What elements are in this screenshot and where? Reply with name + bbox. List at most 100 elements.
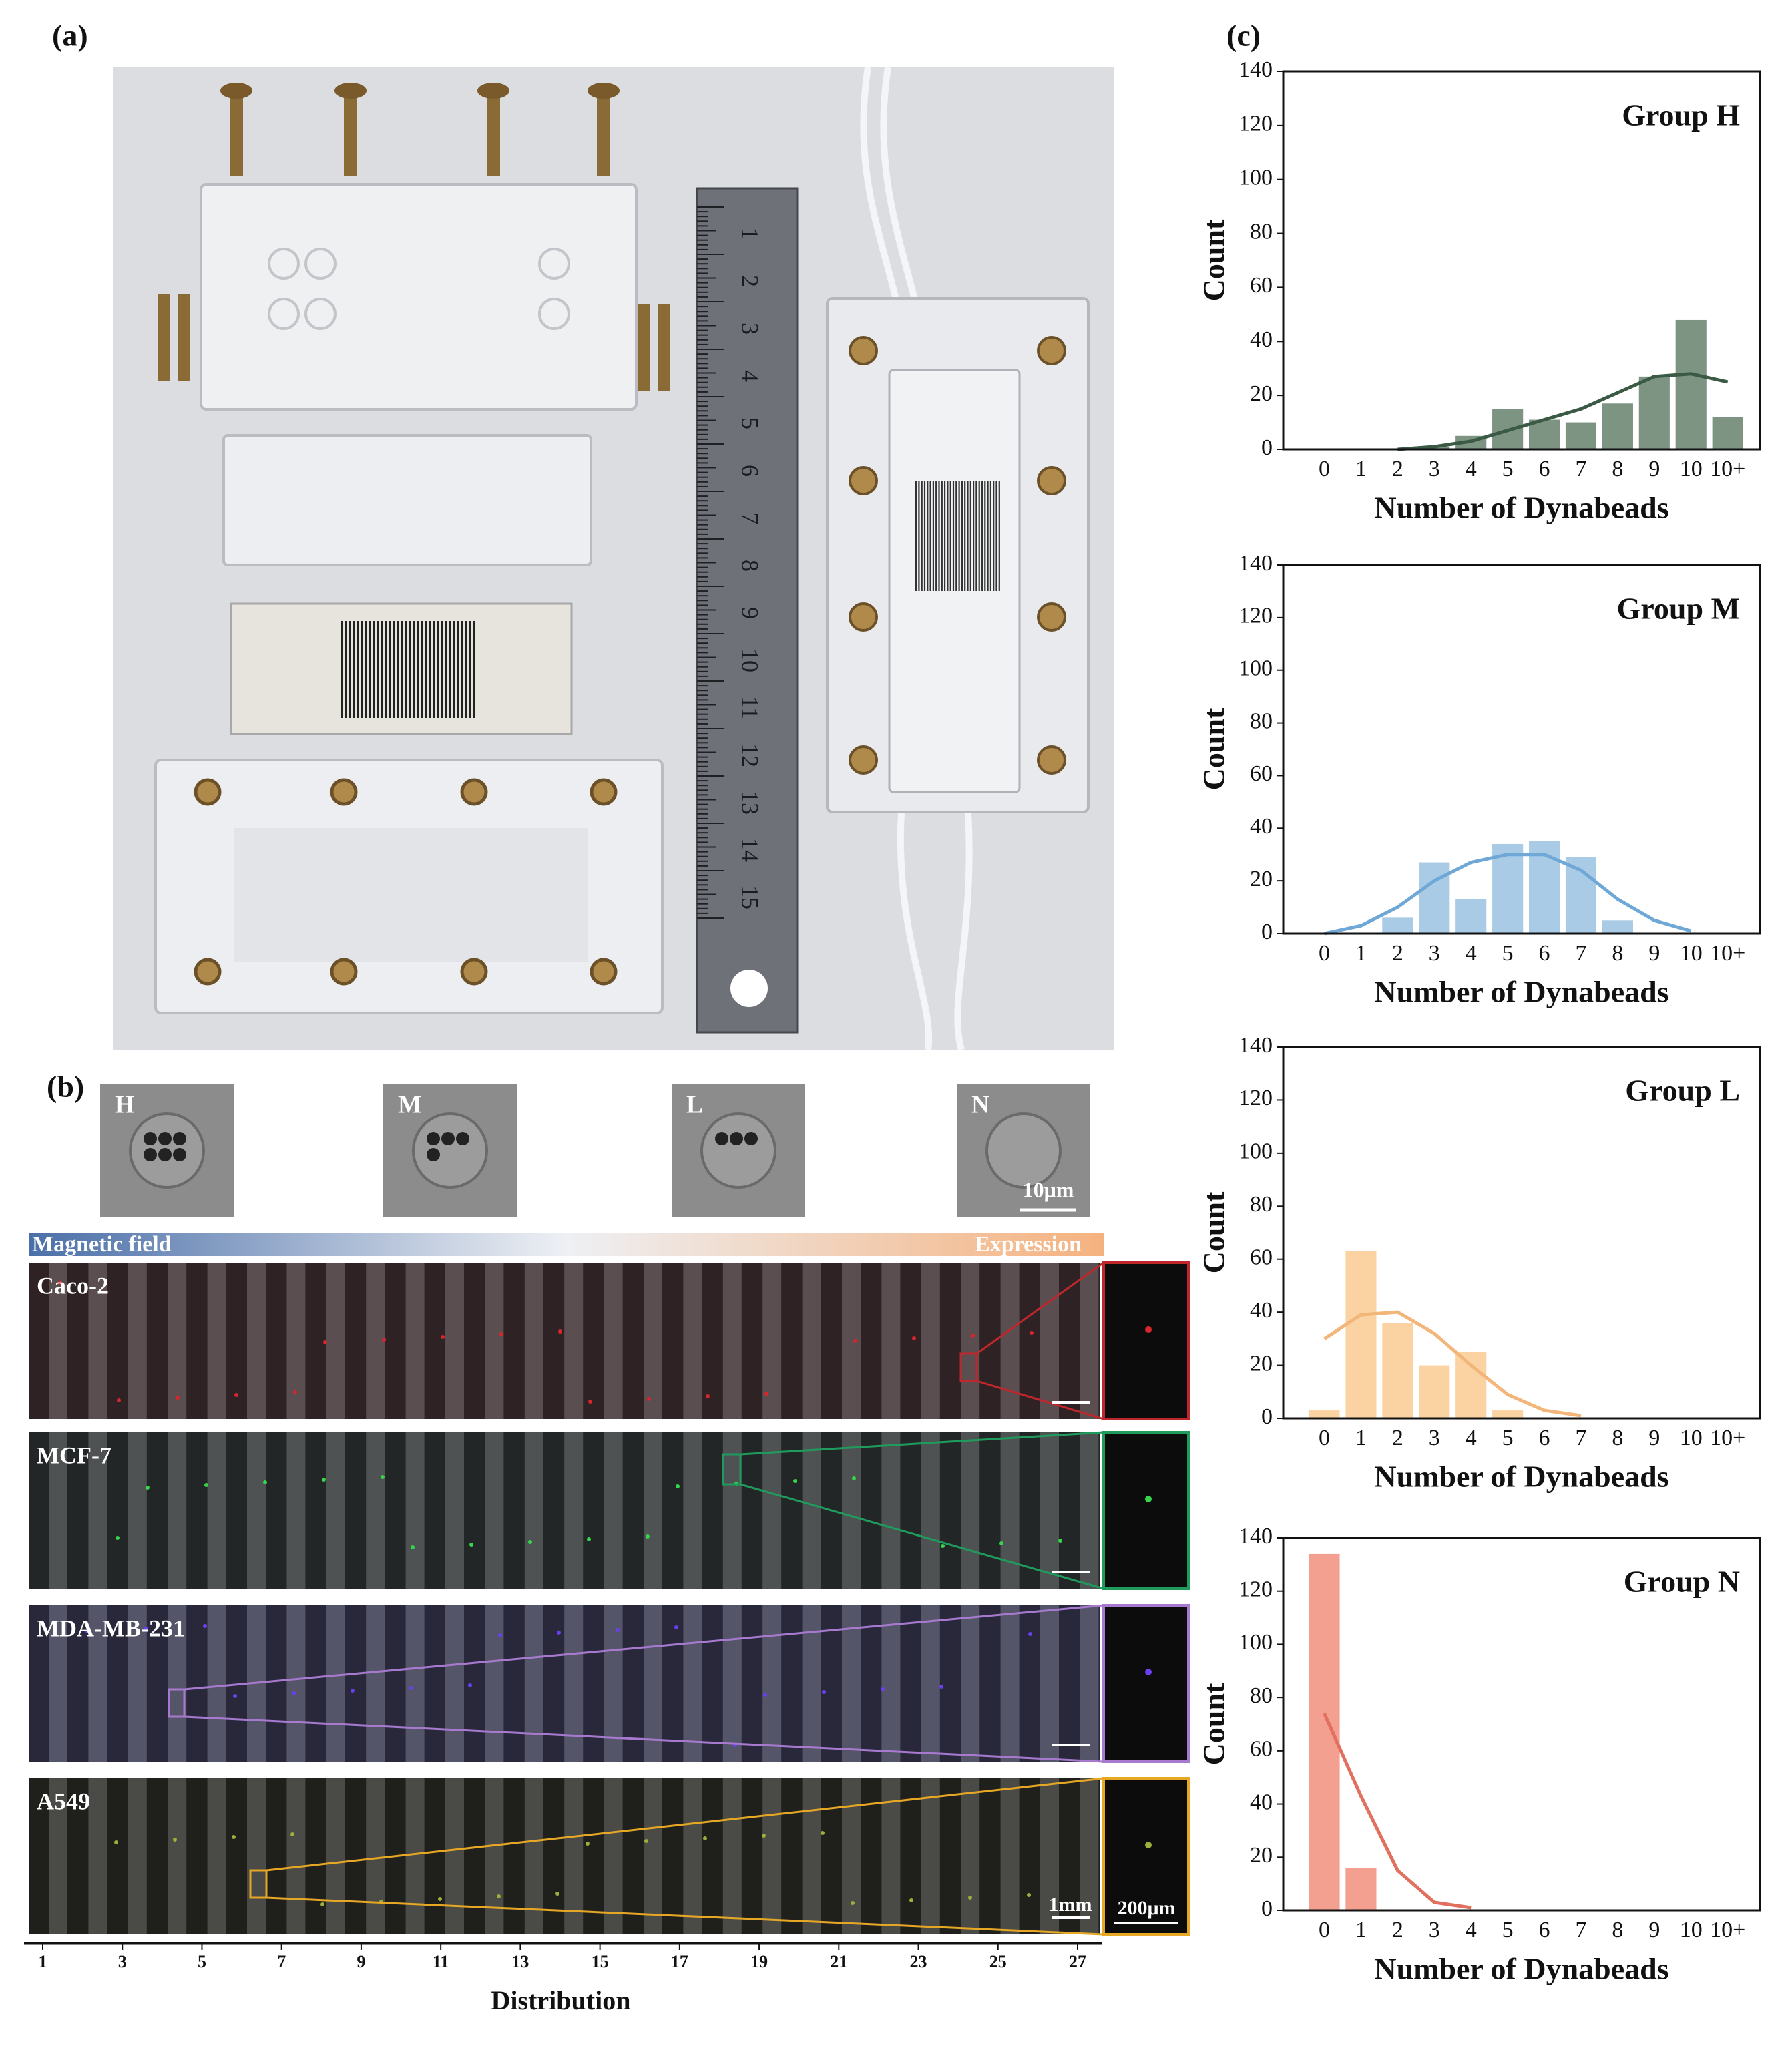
cell-spot (939, 1685, 943, 1689)
bar (1419, 862, 1450, 934)
port (268, 248, 300, 280)
x-tick-label: 10 (1680, 1426, 1703, 1450)
ruler-label: 9 (737, 607, 764, 619)
x-tick-label: 7 (1575, 941, 1586, 966)
channel-stripe (881, 1263, 901, 1419)
channel-stripe (49, 1263, 67, 1419)
channel-stripe (405, 1605, 425, 1762)
channel-stripe (604, 1605, 623, 1762)
screw-head (334, 83, 367, 99)
channel-stripe (722, 1778, 742, 1934)
cell-spot (616, 1628, 620, 1632)
bead (441, 1132, 455, 1145)
channel-stripe (247, 1263, 266, 1419)
channel-stripe (921, 1263, 940, 1419)
cell-spot (909, 1898, 913, 1902)
cell-spot (703, 1836, 707, 1840)
electrode (958, 481, 960, 591)
screw (344, 93, 357, 176)
y-tick-label: 140 (1239, 1033, 1273, 1058)
electrode (389, 621, 391, 718)
nut (460, 958, 488, 986)
channel-stripe (722, 1432, 742, 1589)
cell-spot (851, 1901, 855, 1905)
bead (715, 1132, 728, 1145)
y-tick-label: 20 (1250, 381, 1273, 406)
cell-spot (497, 1894, 501, 1898)
channel-stripe (485, 1778, 504, 1934)
electrode (944, 481, 946, 591)
electrode (938, 481, 940, 591)
channel-stripe (485, 1263, 504, 1419)
axis-label: Distribution (491, 1985, 631, 2015)
screw-head (849, 466, 878, 495)
electrode (453, 621, 455, 718)
x-tick-label: 1 (1355, 1426, 1367, 1450)
cell-spot (234, 1393, 238, 1397)
cell-spot (469, 1543, 473, 1547)
channel-stripe (326, 1432, 345, 1589)
ruler-label: 4 (737, 370, 764, 382)
channel-stripe (168, 1263, 187, 1419)
y-tick-label: 120 (1239, 1086, 1273, 1110)
ruler-label: 3 (737, 323, 764, 335)
y-tick-label: 40 (1250, 814, 1273, 839)
zoom-line (976, 1261, 1104, 1355)
electrode (369, 621, 371, 718)
cell-spot (1028, 1632, 1032, 1636)
zoom-box (722, 1453, 742, 1486)
cell-spot (468, 1683, 472, 1687)
x-tick-label: 10+ (1710, 941, 1745, 966)
cell-spot (382, 1338, 386, 1342)
cell-spot (999, 1541, 1003, 1545)
cell-spot (322, 1478, 326, 1482)
cell-spot (1145, 1842, 1152, 1848)
bar (1309, 1553, 1340, 1910)
panel-label: (c) (1226, 19, 1261, 53)
bar (1675, 319, 1707, 449)
electrode (961, 481, 963, 591)
electrode (964, 481, 966, 591)
channel-stripe (49, 1778, 67, 1934)
cell-spot (438, 1897, 442, 1901)
channel-stripe (644, 1263, 662, 1419)
channel-stripe (49, 1605, 67, 1762)
x-tick-label: 5 (1502, 941, 1514, 966)
electrode (978, 481, 980, 591)
y-axis-label: Count (1197, 1191, 1231, 1273)
x-tick-label: 0 (1319, 1426, 1330, 1450)
y-tick-label: 0 (1261, 1896, 1273, 1921)
bar (1455, 1352, 1487, 1418)
port (304, 298, 337, 330)
channel-stripe (88, 1778, 107, 1934)
bead (427, 1132, 440, 1145)
electrode (461, 621, 463, 718)
panel-label: (b) (47, 1070, 84, 1104)
y-tick-label: 80 (1250, 1683, 1273, 1708)
nut (460, 778, 488, 806)
channel-stripe (564, 1605, 584, 1762)
cell-label: L (686, 1091, 703, 1119)
channel-stripe (604, 1432, 623, 1589)
electrode (449, 621, 451, 718)
y-tick-label: 80 (1250, 219, 1273, 244)
ruler-label: 2 (737, 275, 764, 287)
ruler-label: 13 (737, 791, 764, 815)
zoom-line (266, 1896, 1104, 1936)
screw-head (220, 83, 252, 99)
channel-stripe (644, 1432, 662, 1589)
ruler-label: 8 (737, 560, 764, 572)
electrode (969, 481, 971, 591)
channel-stripe (762, 1605, 782, 1762)
channel-stripe (88, 1432, 107, 1589)
x-tick-label: 0 (1319, 1918, 1330, 1942)
x-tick-label: 6 (1539, 1426, 1550, 1450)
cell-spot (941, 1544, 945, 1548)
cell-spot (116, 1536, 120, 1540)
x-tick-label: 25 (989, 1952, 1007, 1971)
electrode (385, 621, 387, 718)
channel-stripe (961, 1605, 980, 1762)
channel-stripe (286, 1605, 306, 1762)
channel-stripe (683, 1432, 702, 1589)
electrode (967, 481, 969, 591)
